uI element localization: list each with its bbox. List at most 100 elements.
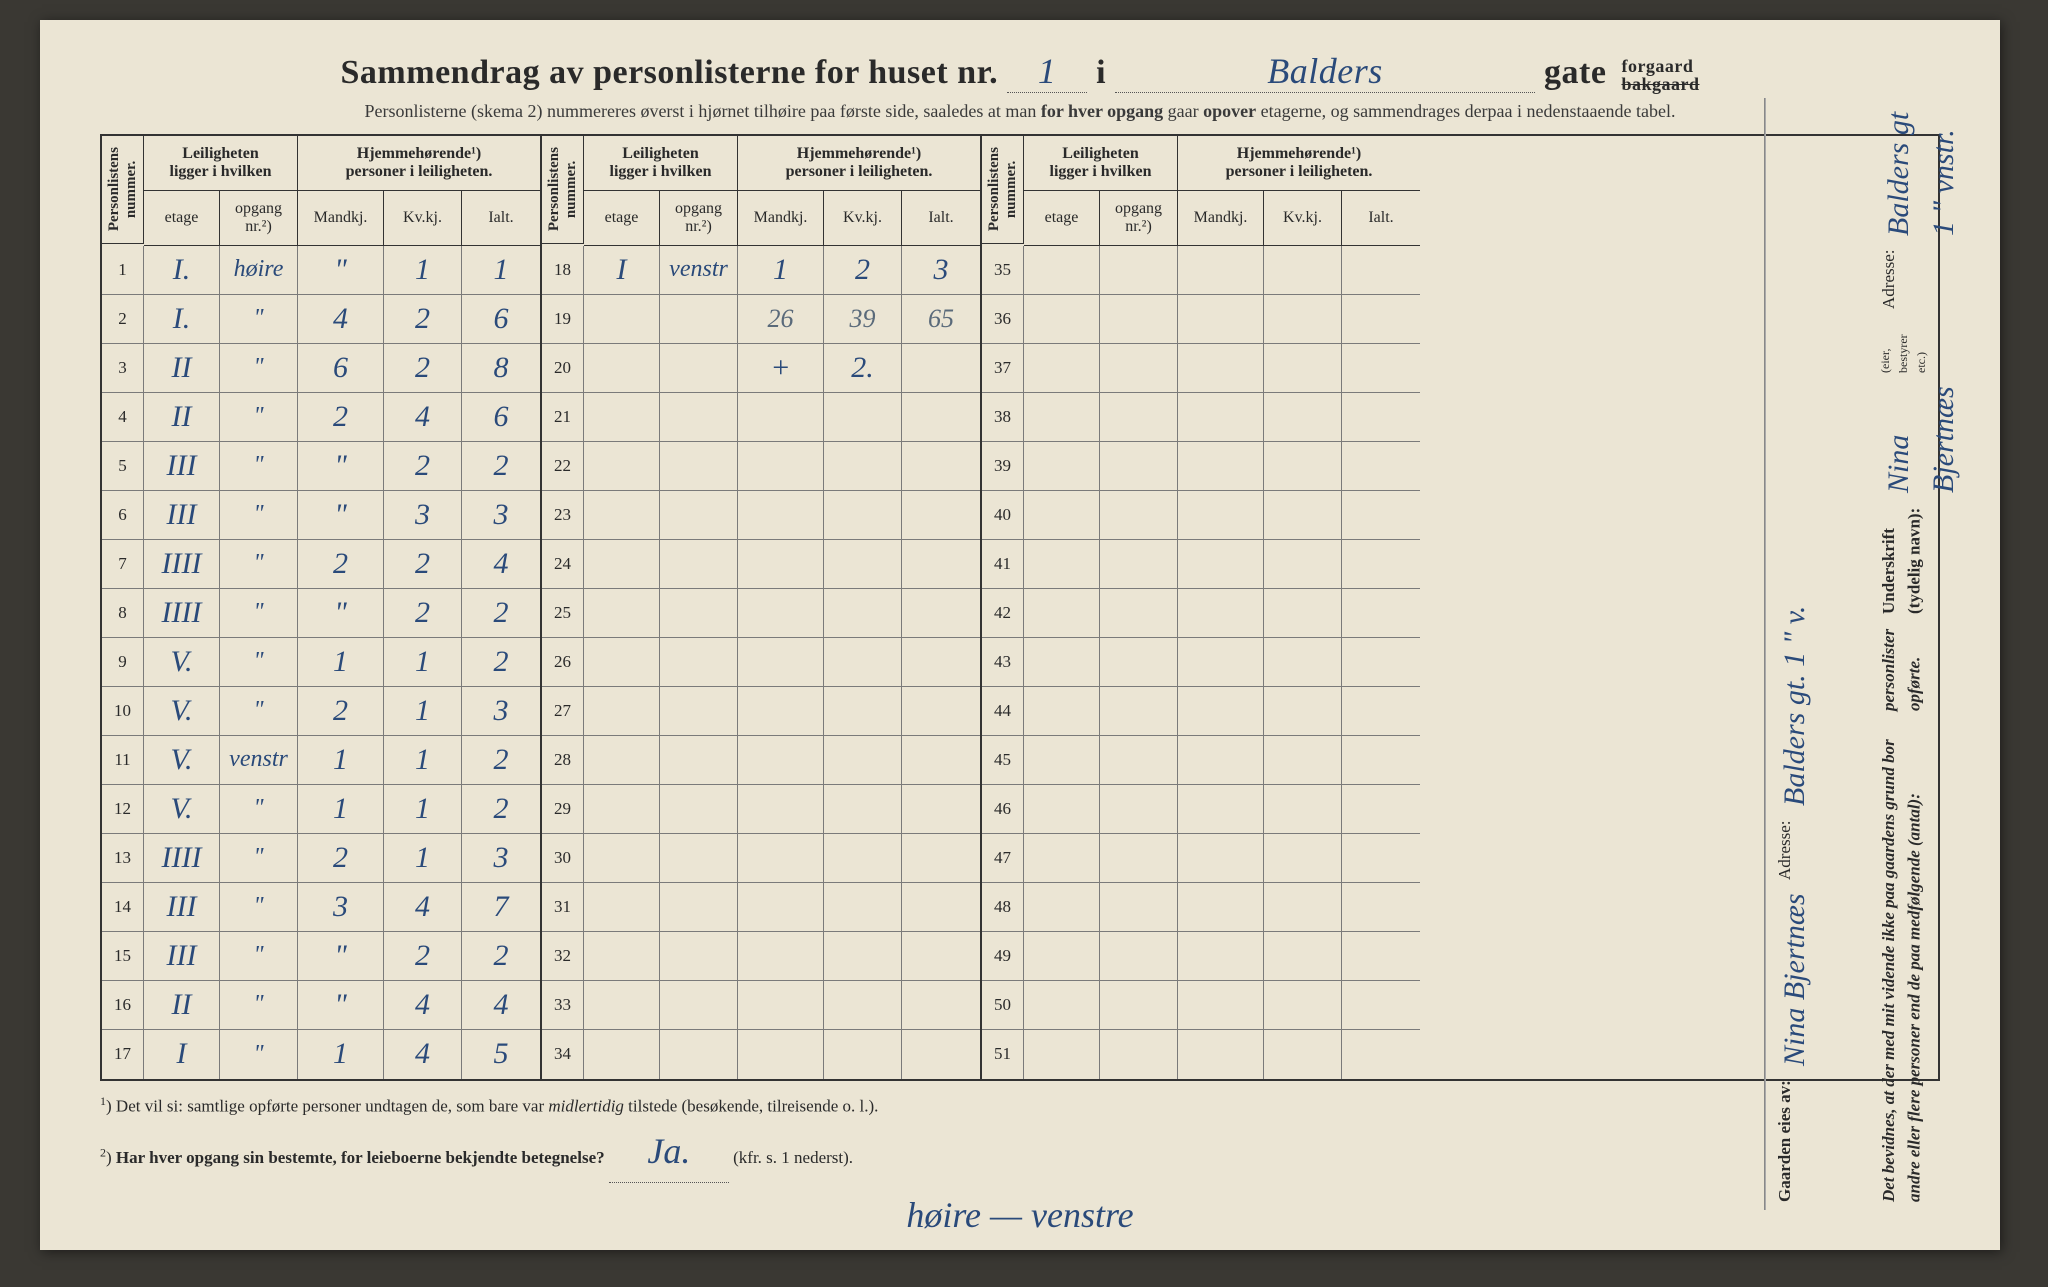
cell-etage: V. — [144, 638, 220, 686]
gate-suffix: forgaard bakgaard — [1621, 57, 1699, 93]
col-opgang: opgangnr.²) — [660, 191, 738, 245]
cell-etage — [584, 540, 660, 588]
cell-nummer: 26 — [542, 638, 584, 686]
cell-kvkj — [824, 785, 902, 833]
col-ialt: Ialt. — [462, 191, 540, 245]
cell-kvkj: 4 — [384, 883, 462, 931]
cell-mandkj: " — [298, 442, 384, 490]
cell-nummer: 19 — [542, 295, 584, 343]
cell-nummer: 29 — [542, 785, 584, 833]
cell-opgang — [1100, 883, 1178, 931]
cell-nummer: 46 — [982, 785, 1024, 833]
bakgaard-label: bakgaard — [1621, 75, 1699, 93]
cell-etage — [1024, 540, 1100, 588]
cell-nummer: 44 — [982, 687, 1024, 735]
cell-nummer: 20 — [542, 344, 584, 392]
cell-etage — [1024, 687, 1100, 735]
cell-nummer: 50 — [982, 981, 1024, 1029]
table-row: 3II"628 — [102, 344, 540, 393]
cell-etage — [584, 687, 660, 735]
cell-mandkj — [738, 393, 824, 441]
cell-mandkj: 3 — [298, 883, 384, 931]
cell-ialt: 1 — [462, 246, 540, 294]
cell-nummer: 30 — [542, 834, 584, 882]
cell-nummer: 24 — [542, 540, 584, 588]
cell-nummer: 4 — [102, 393, 144, 441]
cell-opgang — [1100, 834, 1178, 882]
cell-ialt — [1342, 883, 1420, 931]
col-opgang: opgangnr.²) — [1100, 191, 1178, 245]
table-row: 33 — [542, 981, 980, 1030]
cell-opgang: " — [220, 1030, 298, 1079]
title-middle: i — [1096, 54, 1106, 91]
col-leiligheten: Leilighetenligger i hvilken — [584, 136, 738, 190]
table-row: 43 — [982, 638, 1420, 687]
table-row: 32 — [542, 932, 980, 981]
cell-nummer: 11 — [102, 736, 144, 784]
cell-nummer: 21 — [542, 393, 584, 441]
cell-mandkj — [1178, 638, 1264, 686]
cell-mandkj — [738, 638, 824, 686]
cell-etage — [584, 295, 660, 343]
footnote-1: 1) Det vil si: samtlige opførte personer… — [100, 1091, 1940, 1122]
table-row: 4II"246 — [102, 393, 540, 442]
cell-kvkj: 1 — [384, 834, 462, 882]
cell-kvkj: 3 — [384, 491, 462, 539]
gate-word: gate — [1544, 54, 1606, 91]
cell-etage — [1024, 246, 1100, 294]
cell-nummer: 31 — [542, 883, 584, 931]
cell-opgang — [660, 295, 738, 343]
cell-ialt: 4 — [462, 540, 540, 588]
cell-etage — [584, 785, 660, 833]
cell-ialt — [902, 1030, 980, 1079]
footnote-2: 2) Har hver opgang sin bestemte, for lei… — [100, 1121, 1940, 1183]
table-row: 12V."112 — [102, 785, 540, 834]
cell-etage: I. — [144, 295, 220, 343]
cell-opgang: " — [220, 638, 298, 686]
cell-kvkj — [1264, 246, 1342, 294]
cell-kvkj: 1 — [384, 687, 462, 735]
cell-mandkj: 1 — [298, 736, 384, 784]
cell-kvkj — [824, 442, 902, 490]
cell-mandkj — [1178, 589, 1264, 637]
cell-etage — [584, 981, 660, 1029]
cell-nummer: 22 — [542, 442, 584, 490]
cell-opgang — [1100, 981, 1178, 1029]
col-etage: etage — [1024, 191, 1100, 245]
cell-opgang — [1100, 540, 1178, 588]
cell-ialt — [902, 638, 980, 686]
cell-ialt — [1342, 736, 1420, 784]
cell-kvkj — [1264, 834, 1342, 882]
cell-opgang: " — [220, 883, 298, 931]
table-row: 25 — [542, 589, 980, 638]
col-hjemme: Hjemmehørende¹)personer i leiligheten. — [1178, 136, 1420, 190]
cell-ialt — [902, 491, 980, 539]
table-row: 31 — [542, 883, 980, 932]
footnote-answer: Ja. — [609, 1121, 729, 1183]
cell-kvkj — [824, 1030, 902, 1079]
cell-ialt — [902, 981, 980, 1029]
cell-kvkj — [824, 638, 902, 686]
table-row: 5III""22 — [102, 442, 540, 491]
cell-etage: V. — [144, 736, 220, 784]
cell-mandkj: 1 — [298, 785, 384, 833]
cell-kvkj — [1264, 344, 1342, 392]
table-row: 17I"145 — [102, 1030, 540, 1079]
cell-ialt — [902, 393, 980, 441]
col-mandkj: Mandkj. — [1178, 191, 1264, 245]
cell-mandkj: " — [298, 246, 384, 294]
col-mandkj: Mandkj. — [298, 191, 384, 245]
cell-ialt: 2 — [462, 442, 540, 490]
cell-kvkj — [1264, 638, 1342, 686]
table-row: 14III"347 — [102, 883, 540, 932]
cell-etage — [584, 442, 660, 490]
cell-ialt — [1342, 393, 1420, 441]
table-row: 2I."426 — [102, 295, 540, 344]
table-row: 7IIII"224 — [102, 540, 540, 589]
cell-nummer: 47 — [982, 834, 1024, 882]
table-row: 51 — [982, 1030, 1420, 1079]
cell-opgang — [1100, 246, 1178, 294]
cell-mandkj — [738, 883, 824, 931]
cell-nummer: 23 — [542, 491, 584, 539]
bottom-handwriting: høire — venstre — [100, 1185, 1940, 1246]
